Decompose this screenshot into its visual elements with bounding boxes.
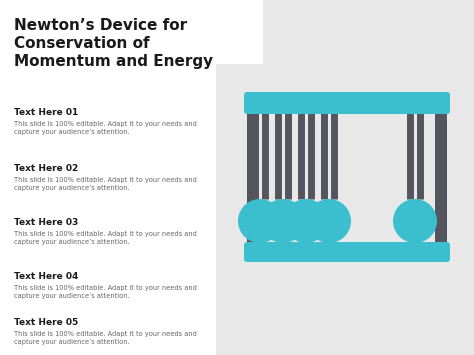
Circle shape xyxy=(307,199,351,243)
Bar xyxy=(216,0,474,355)
Text: Text Here 03: Text Here 03 xyxy=(14,218,78,227)
Bar xyxy=(435,111,447,245)
Circle shape xyxy=(238,199,282,243)
Text: Text Here 04: Text Here 04 xyxy=(14,272,78,281)
Text: Text Here 01: Text Here 01 xyxy=(14,108,78,117)
Bar xyxy=(247,111,259,245)
FancyBboxPatch shape xyxy=(244,242,450,262)
Text: This slide is 100% editable. Adapt it to your needs and
capture your audience’s : This slide is 100% editable. Adapt it to… xyxy=(14,121,197,135)
Text: This slide is 100% editable. Adapt it to your needs and
capture your audience’s : This slide is 100% editable. Adapt it to… xyxy=(14,331,197,345)
Bar xyxy=(216,0,263,64)
Text: Text Here 05: Text Here 05 xyxy=(14,318,78,327)
Text: This slide is 100% editable. Adapt it to your needs and
capture your audience’s : This slide is 100% editable. Adapt it to… xyxy=(14,177,197,191)
Text: This slide is 100% editable. Adapt it to your needs and
capture your audience’s : This slide is 100% editable. Adapt it to… xyxy=(14,231,197,245)
Circle shape xyxy=(284,199,328,243)
Text: This slide is 100% editable. Adapt it to your needs and
capture your audience’s : This slide is 100% editable. Adapt it to… xyxy=(14,285,197,299)
Text: Newton’s Device for
Conservation of
Momentum and Energy: Newton’s Device for Conservation of Mome… xyxy=(14,18,213,69)
FancyBboxPatch shape xyxy=(244,92,450,114)
Text: Text Here 02: Text Here 02 xyxy=(14,164,78,173)
Circle shape xyxy=(393,199,437,243)
Circle shape xyxy=(261,199,305,243)
